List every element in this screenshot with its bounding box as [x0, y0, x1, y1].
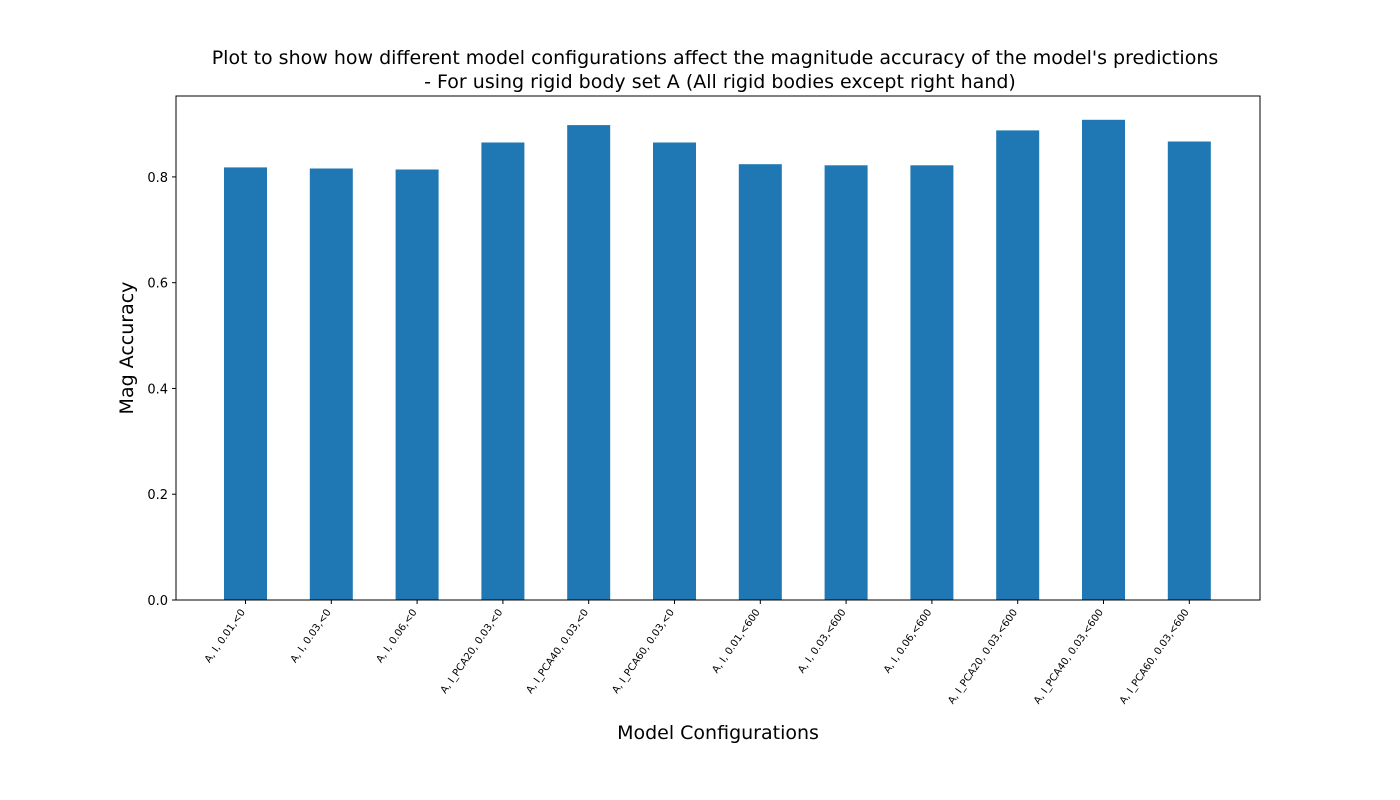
x-tick-label: A, I, 0.03,<0	[289, 607, 334, 665]
bars-group	[224, 119, 1211, 601]
y-axis-ticks: 0.0 0.2 0.4 0.6 0.8	[147, 171, 176, 609]
x-tick-label: A, I, 0.06,<0	[375, 607, 420, 665]
y-tick-label: 0.2	[147, 488, 168, 503]
bar	[653, 142, 696, 600]
chart-title-line-2: - For using rigid body set A (All rigid …	[424, 71, 1016, 93]
x-tick-label: A, I, 0.01,<600	[710, 607, 762, 675]
y-axis-label: Mag Accuracy	[116, 282, 138, 415]
bar	[567, 125, 611, 600]
bar	[481, 142, 525, 600]
x-tick-label: A, I_PCA60, 0.03,<0	[610, 607, 677, 695]
x-tick-label: A, I, 0.03,<600	[796, 607, 848, 675]
x-tick-label: A, I_PCA40, 0.03,<0	[525, 607, 592, 695]
x-tick-label: A, I_PCA20, 0.03,<600	[946, 607, 1020, 706]
bar	[309, 168, 353, 600]
x-axis-label: Model Configurations	[617, 722, 819, 744]
bar	[1167, 141, 1211, 600]
x-tick-label: A, I, 0.06,<600	[882, 607, 934, 675]
x-tick-label: A, I_PCA60, 0.03,<600	[1118, 607, 1192, 706]
x-tick-label: A, I, 0.01,<0	[203, 607, 248, 665]
bar	[910, 165, 954, 601]
plot-frame	[175, 95, 1261, 601]
x-axis-ticks: A, I, 0.01,<0 A, I, 0.03,<0 A, I, 0.06,<0 A…	[203, 600, 1192, 706]
bar	[738, 164, 782, 600]
bar	[824, 165, 868, 601]
bar	[996, 130, 1040, 600]
x-tick-label: A, I_PCA20, 0.03,<0	[439, 607, 506, 695]
y-tick-label: 0.0	[147, 594, 168, 609]
bar	[395, 169, 439, 600]
y-tick-label: 0.6	[147, 277, 168, 292]
y-tick-label: 0.8	[147, 171, 168, 186]
chart-title-line-1: Plot to show how different model configu…	[212, 47, 1219, 69]
x-tick-label: A, I_PCA40, 0.03,<600	[1032, 607, 1106, 706]
bar	[1082, 119, 1125, 601]
y-tick-label: 0.4	[147, 382, 168, 397]
bar	[224, 167, 267, 600]
